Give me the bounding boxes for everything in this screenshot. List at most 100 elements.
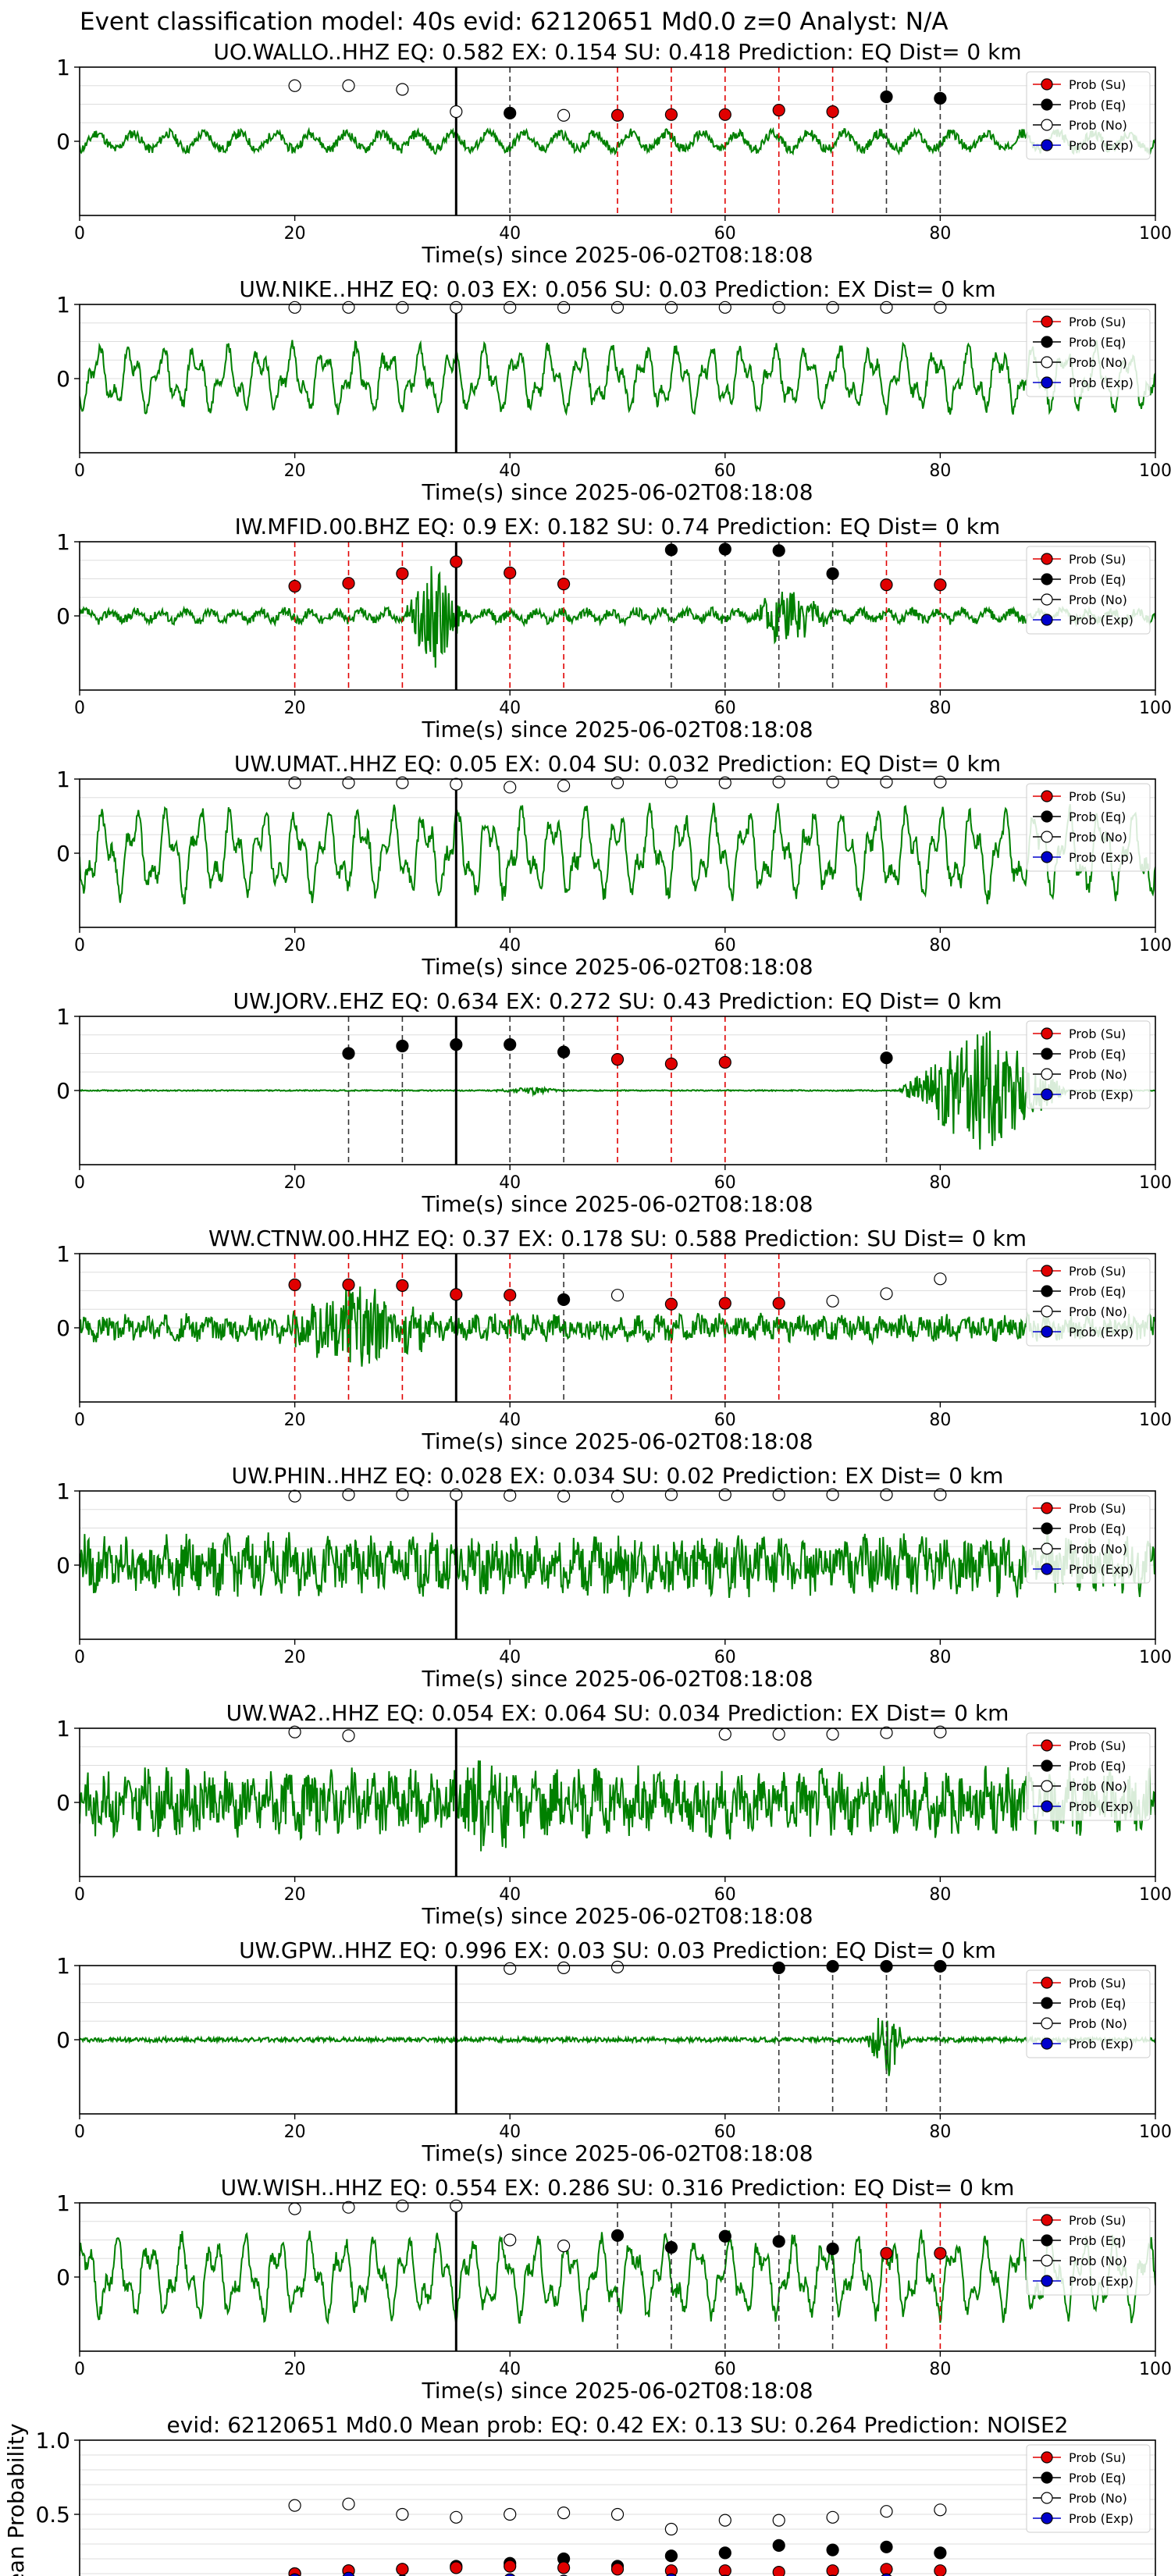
prob-marker-no [934, 1725, 947, 1738]
prob-marker-no [664, 1488, 678, 1501]
mean-marker-no [288, 2499, 301, 2512]
legend-box [1026, 2444, 1151, 2533]
x-tick-label: 100 [1139, 1648, 1171, 1667]
legend-label: Prob (No) [1069, 1304, 1127, 1319]
x-tick-label: 80 [929, 1173, 951, 1193]
station-panel: WW.CTNW.00.HHZ EQ: 0.37 EX: 0.178 SU: 0.… [56, 1226, 1171, 1454]
x-tick-label: 100 [1139, 461, 1171, 481]
x-tick-label: 80 [929, 2122, 951, 2142]
prob-marker-eq [450, 1037, 463, 1051]
prob-marker-no [664, 775, 678, 788]
station-panel: UW.WA2..HHZ EQ: 0.054 EX: 0.064 SU: 0.03… [56, 1700, 1171, 1929]
mean-marker-su [450, 2561, 463, 2574]
y-axis-label: Mean Probability [3, 2423, 29, 2576]
x-tick-label: 60 [714, 2360, 736, 2379]
legend-label: Prob (No) [1069, 830, 1127, 845]
x-tick-label: 80 [929, 936, 951, 955]
y-tick-label: 0 [56, 129, 70, 155]
mean-probability-panel: evid: 62120651 Md0.0 Mean prob: EQ: 0.42… [3, 2412, 1156, 2576]
prob-marker-su [934, 578, 947, 592]
legend-label: Prob (Su) [1069, 552, 1126, 567]
x-tick-label: 0 [74, 1885, 85, 1905]
x-tick-label: 40 [499, 1173, 521, 1193]
legend-label: Prob (Eq) [1069, 335, 1126, 350]
legend-label: Prob (Su) [1069, 1264, 1126, 1279]
waveform-trace [80, 340, 1155, 416]
legend-box [1026, 783, 1151, 872]
legend-box [1026, 71, 1151, 160]
prob-marker-no [396, 1488, 409, 1501]
x-tick-label: 60 [714, 1648, 736, 1667]
prob-marker-eq [504, 106, 517, 119]
prob-marker-no [288, 776, 301, 789]
prob-marker-su [396, 567, 409, 580]
y-tick-label: 0 [56, 1790, 70, 1816]
legend-label: Prob (Su) [1069, 789, 1126, 804]
legend-label: Prob (No) [1069, 592, 1127, 607]
legend-label: Prob (Eq) [1069, 1996, 1126, 2011]
y-tick-label: 1 [56, 55, 70, 80]
prob-marker-su [450, 555, 463, 568]
prob-marker-no [880, 775, 893, 788]
prob-marker-no [826, 1294, 839, 1308]
x-tick-label: 0 [74, 224, 85, 244]
prob-marker-su [450, 1288, 463, 1301]
prob-marker-no [504, 2233, 517, 2247]
prob-marker-su [664, 1297, 678, 1311]
mean-marker-no [826, 2510, 839, 2524]
legend-marker [1041, 2254, 1053, 2267]
x-tick-label: 20 [284, 461, 306, 481]
legend-marker [1041, 1502, 1053, 1514]
prob-marker-su [342, 1278, 355, 1292]
x-tick-label: 100 [1139, 699, 1171, 718]
x-tick-label: 40 [499, 936, 521, 955]
prob-marker-su [557, 578, 571, 591]
mean-marker-eq [880, 2540, 893, 2553]
legend-label: Prob (Exp) [1069, 1325, 1134, 1340]
mean-marker-su [610, 2563, 625, 2576]
legend-label: Prob (No) [1069, 2016, 1127, 2031]
legend-label: Prob (Su) [1069, 1976, 1126, 1991]
x-tick-label: 40 [499, 1885, 521, 1905]
x-tick-label: 80 [929, 224, 951, 244]
mean-marker-no [450, 2510, 463, 2524]
y-tick-label: 0 [56, 603, 70, 629]
legend-marker [1041, 593, 1053, 606]
mean-marker-no [718, 2514, 731, 2527]
legend-label: Prob (Eq) [1069, 1047, 1126, 1062]
legend-marker [1041, 1800, 1053, 1813]
mean-marker-eq [934, 2546, 947, 2560]
waveform-trace [80, 2017, 1155, 2076]
legend-marker [1041, 1088, 1053, 1101]
prob-marker-no [610, 1960, 625, 1973]
legend: Prob (Su) Prob (Eq) Prob (No) Prob (Exp) [1026, 546, 1151, 635]
x-tick-label: 40 [499, 461, 521, 481]
mean-marker-no [396, 2507, 409, 2521]
prob-marker-eq [664, 543, 678, 557]
x-tick-label: 100 [1139, 224, 1171, 244]
legend-box [1026, 2207, 1151, 2296]
y-tick-label: 0 [56, 1078, 70, 1104]
x-tick-label: 0 [74, 2360, 85, 2379]
legend-label: Prob (Eq) [1069, 572, 1126, 587]
legend-label: Prob (Eq) [1069, 1521, 1126, 1536]
legend-marker [1041, 376, 1053, 389]
prob-marker-eq [880, 1959, 893, 1973]
legend-marker [1041, 2234, 1053, 2247]
x-tick-label: 0 [74, 1173, 85, 1193]
prob-marker-eq [826, 1959, 839, 1973]
legend-marker [1041, 1563, 1053, 1575]
legend-label: Prob (Exp) [1069, 1087, 1134, 1102]
prob-marker-no [718, 1488, 731, 1501]
x-tick-label: 60 [714, 1411, 736, 1430]
prob-marker-no [610, 1289, 625, 1302]
legend-marker [1041, 810, 1053, 823]
mean-marker-no [772, 2514, 785, 2527]
prob-marker-su [288, 1278, 301, 1292]
prob-marker-no [504, 781, 517, 794]
prob-marker-no [396, 776, 409, 789]
x-tick-label: 80 [929, 1885, 951, 1905]
mean-marker-eq [772, 2539, 785, 2552]
prob-marker-no [288, 79, 301, 92]
legend-label: Prob (Exp) [1069, 850, 1134, 865]
